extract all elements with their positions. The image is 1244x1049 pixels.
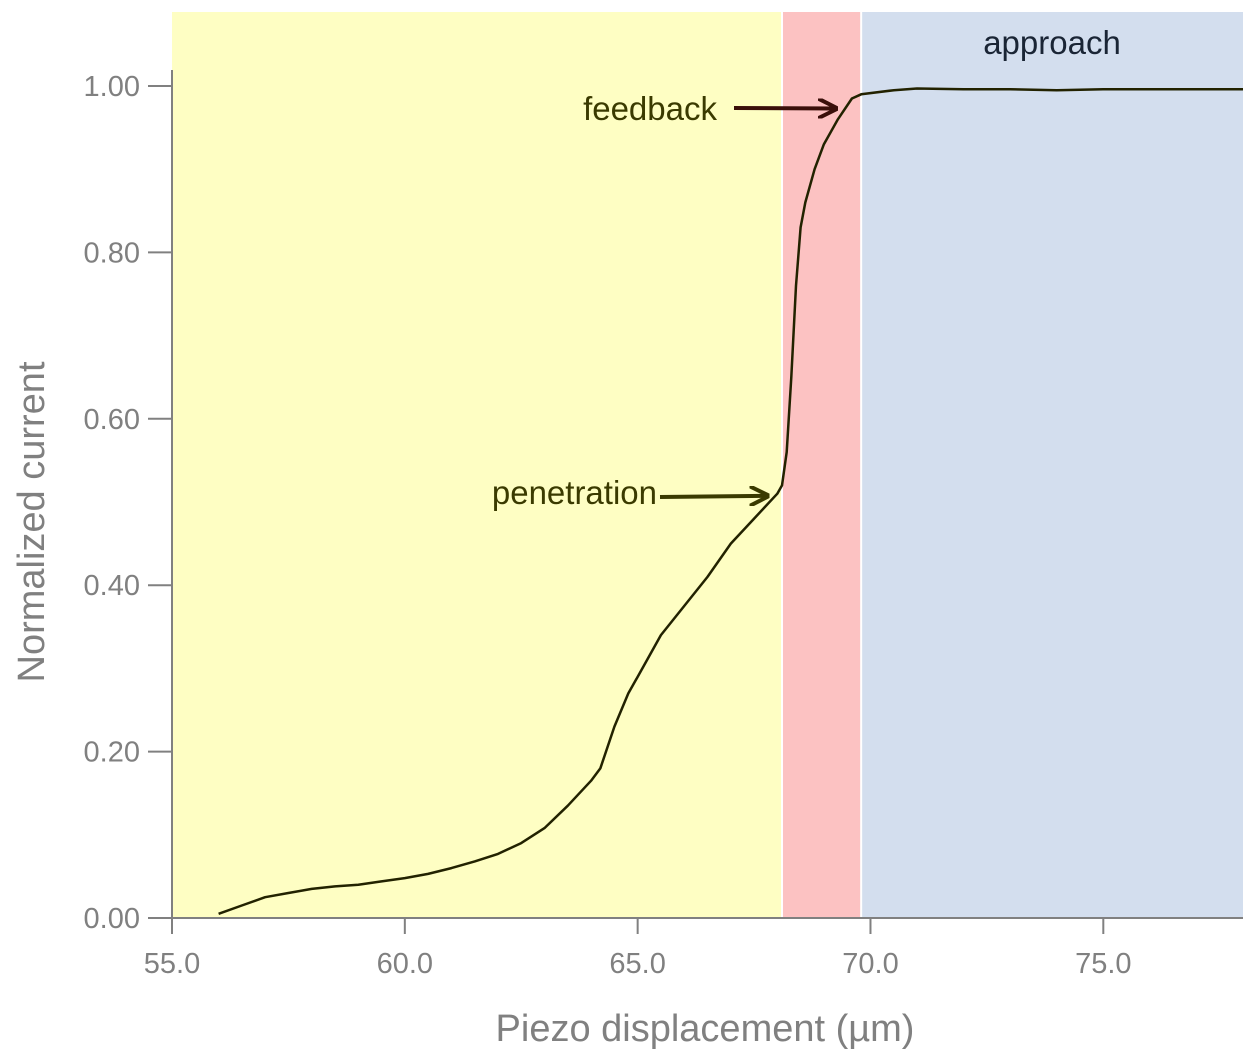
y-axis-title: Normalized current — [11, 361, 53, 682]
region-dividers — [781, 12, 863, 918]
y-tick-label: 0.60 — [84, 404, 140, 436]
region-2 — [861, 12, 1243, 918]
y-tick-label: 0.20 — [84, 737, 140, 769]
x-tick-label: 60.0 — [377, 948, 433, 980]
annotation-feedback: feedback — [583, 90, 717, 127]
region-0 — [172, 12, 783, 918]
y-axis-ticks: 0.00 0.20 0.40 0.60 0.80 1.00 — [84, 71, 172, 935]
y-tick-label: 1.00 — [84, 71, 140, 103]
series-line-0 — [218, 87, 1243, 915]
annotation-penetration: penetration — [492, 474, 657, 511]
x-axis-ticks: 55.0 60.0 65.0 70.0 75.0 — [144, 918, 1132, 980]
x-axis-title: Piezo displacement (µm) — [496, 1008, 915, 1049]
y-tick-label: 0.40 — [84, 570, 140, 602]
y-tick-label: 0.00 — [84, 903, 140, 935]
annotation-arrow-penetration — [659, 496, 767, 497]
x-tick-label: 75.0 — [1075, 948, 1131, 980]
region-1 — [782, 12, 862, 918]
region-label-approach: approach — [983, 24, 1121, 61]
x-tick-label: 70.0 — [842, 948, 898, 980]
series-group — [218, 87, 1243, 915]
x-tick-label: 65.0 — [609, 948, 665, 980]
y-tick-label: 0.80 — [84, 237, 140, 269]
shaded-regions — [172, 12, 1243, 918]
x-tick-label: 55.0 — [144, 948, 200, 980]
